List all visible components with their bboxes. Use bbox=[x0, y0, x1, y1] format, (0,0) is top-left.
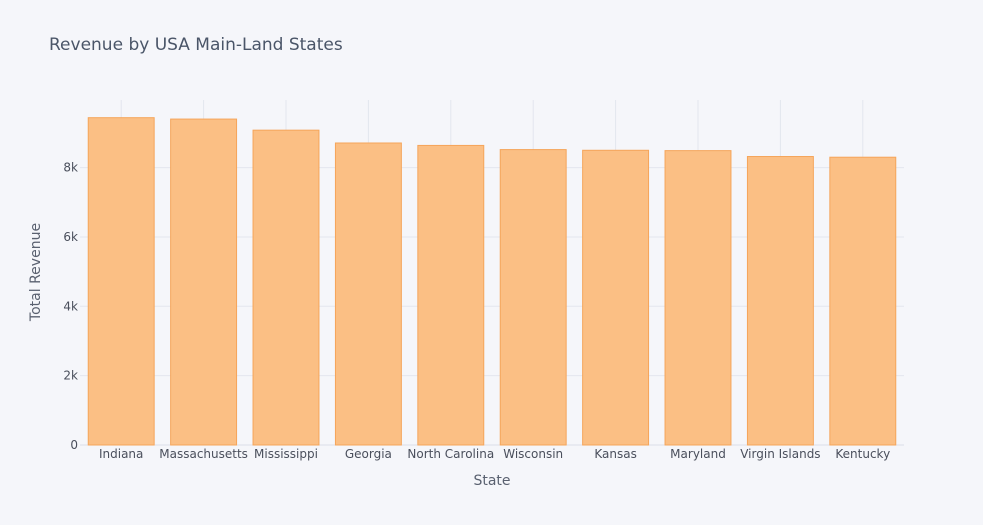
y-tick-label: 8k bbox=[63, 161, 78, 175]
bar-layer bbox=[87, 117, 897, 446]
bar-virgin-islands[interactable] bbox=[746, 156, 814, 446]
x-tick-label: Mississippi bbox=[254, 447, 318, 461]
bar-wisconsin[interactable] bbox=[499, 149, 567, 446]
chart-title: Revenue by USA Main-Land States bbox=[49, 35, 343, 55]
x-tick-label: North Carolina bbox=[407, 447, 494, 461]
bar-maryland[interactable] bbox=[664, 150, 732, 446]
bar-georgia[interactable] bbox=[334, 142, 402, 446]
x-tick-label: Indiana bbox=[99, 447, 143, 461]
bar-mississippi[interactable] bbox=[252, 129, 320, 446]
bar-kentucky[interactable] bbox=[829, 156, 897, 446]
y-axis-title: Total Revenue bbox=[28, 223, 44, 322]
x-tick-label: Wisconsin bbox=[503, 447, 563, 461]
x-tick-label: Massachusetts bbox=[159, 447, 248, 461]
bar-massachusetts[interactable] bbox=[170, 118, 238, 446]
x-tick-label: Virgin Islands bbox=[740, 447, 820, 461]
x-axis-title: State bbox=[473, 473, 510, 489]
x-tick-label: Kansas bbox=[594, 447, 636, 461]
x-axis-ticks: Indiana Massachusetts Mississippi Georgia No… bbox=[99, 447, 890, 461]
bar-indiana[interactable] bbox=[87, 117, 155, 446]
x-tick-label: Kentucky bbox=[835, 447, 890, 461]
bar-north-carolina[interactable] bbox=[417, 144, 485, 446]
y-tick-label: 0 bbox=[70, 438, 78, 452]
bar-kansas[interactable] bbox=[582, 149, 650, 446]
y-tick-label: 2k bbox=[63, 369, 78, 383]
y-axis-ticks: 0 2k 4k 6k 8k bbox=[63, 161, 78, 452]
y-tick-label: 6k bbox=[63, 230, 78, 244]
x-tick-label: Maryland bbox=[670, 447, 726, 461]
y-tick-label: 4k bbox=[63, 299, 78, 313]
x-tick-label: Georgia bbox=[345, 447, 392, 461]
